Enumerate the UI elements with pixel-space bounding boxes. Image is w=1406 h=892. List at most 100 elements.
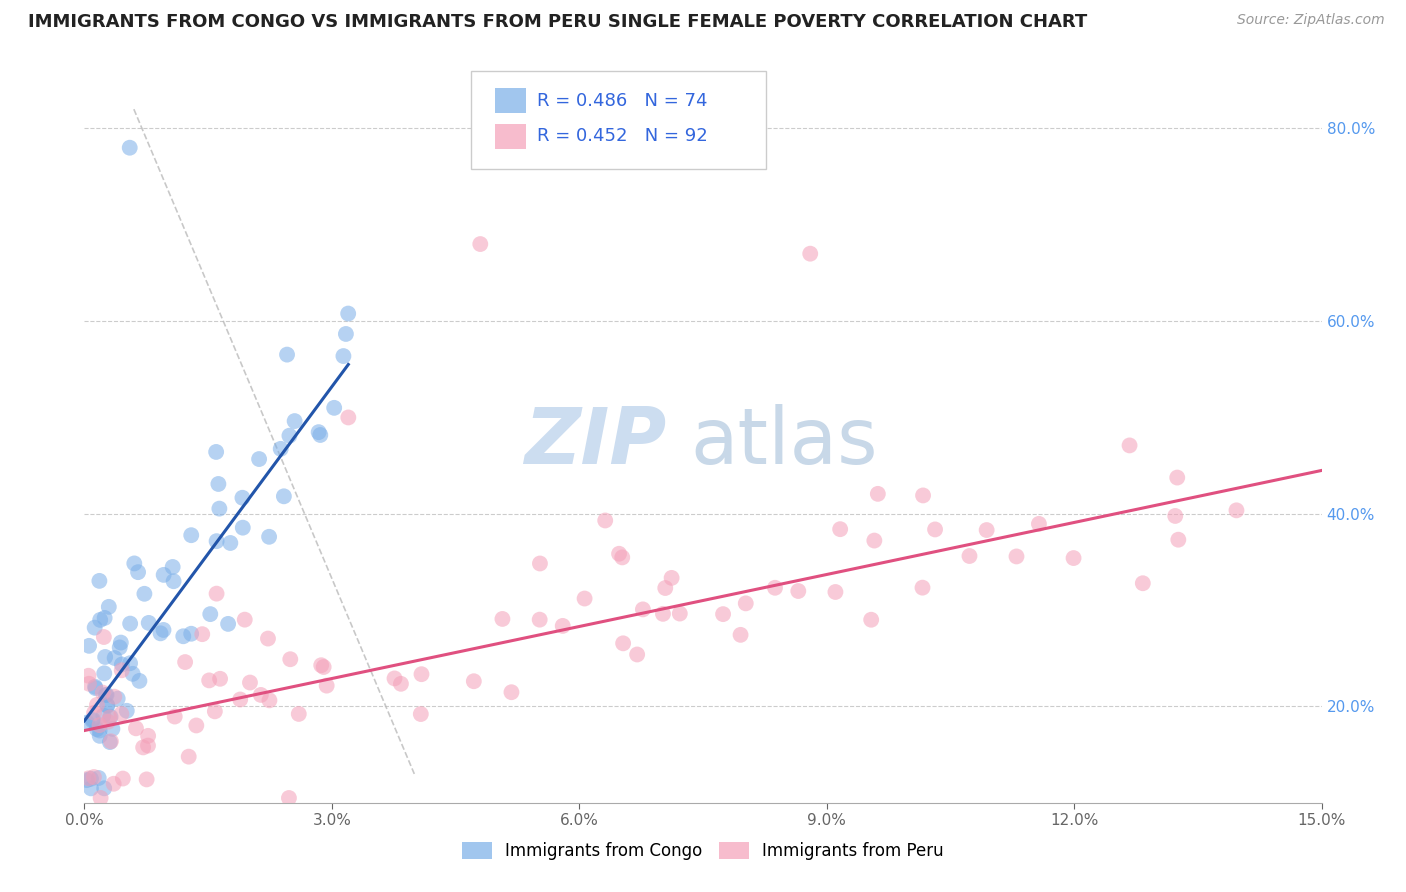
Point bbox=[115, 704, 138, 718]
Point bbox=[76, 773, 98, 788]
Text: ZIP: ZIP bbox=[523, 403, 666, 480]
Point bbox=[335, 326, 357, 341]
Point bbox=[830, 522, 852, 536]
Point bbox=[863, 533, 886, 548]
Point bbox=[232, 521, 254, 535]
Point bbox=[323, 401, 346, 415]
Point bbox=[287, 706, 309, 721]
Text: Source: ZipAtlas.com: Source: ZipAtlas.com bbox=[1237, 13, 1385, 28]
Point bbox=[77, 677, 100, 691]
Point bbox=[204, 704, 226, 718]
Point bbox=[94, 688, 117, 702]
Text: R = 0.452   N = 92: R = 0.452 N = 92 bbox=[537, 128, 707, 145]
Point bbox=[89, 723, 111, 738]
Point bbox=[136, 729, 159, 743]
Point bbox=[315, 679, 337, 693]
Point bbox=[103, 777, 125, 791]
Point bbox=[668, 607, 690, 621]
Point bbox=[312, 660, 335, 674]
Point bbox=[84, 681, 107, 696]
Point bbox=[217, 616, 239, 631]
Point bbox=[259, 693, 281, 707]
Point bbox=[652, 607, 675, 621]
Point bbox=[257, 632, 280, 646]
Point bbox=[87, 771, 110, 785]
Point bbox=[626, 648, 648, 662]
Point bbox=[976, 523, 998, 537]
Point bbox=[97, 714, 120, 729]
Point bbox=[76, 715, 98, 730]
Point bbox=[127, 565, 149, 579]
Point bbox=[470, 237, 492, 252]
Point bbox=[125, 722, 148, 736]
Point bbox=[612, 550, 634, 565]
Point bbox=[1132, 576, 1154, 591]
Point bbox=[96, 688, 118, 702]
Point bbox=[911, 581, 934, 595]
Point bbox=[278, 652, 301, 666]
Point bbox=[104, 651, 127, 665]
Point bbox=[730, 628, 752, 642]
Point bbox=[661, 571, 683, 585]
Point bbox=[233, 613, 256, 627]
Point bbox=[924, 523, 946, 537]
Point bbox=[93, 781, 115, 796]
Point bbox=[574, 591, 596, 606]
Point bbox=[180, 626, 202, 640]
Point bbox=[1167, 533, 1189, 547]
Point bbox=[77, 639, 100, 653]
Point bbox=[337, 307, 360, 321]
Point bbox=[120, 616, 142, 631]
Point bbox=[593, 513, 616, 527]
Point bbox=[100, 710, 122, 724]
Point bbox=[207, 477, 229, 491]
Point bbox=[172, 629, 194, 643]
Point bbox=[162, 574, 184, 589]
Point bbox=[93, 708, 115, 723]
Text: atlas: atlas bbox=[690, 403, 879, 480]
Point bbox=[711, 607, 734, 621]
Point bbox=[219, 536, 242, 550]
Legend: Immigrants from Congo, Immigrants from Peru: Immigrants from Congo, Immigrants from P… bbox=[456, 835, 950, 867]
Point bbox=[100, 734, 122, 748]
Point bbox=[787, 584, 810, 599]
Point bbox=[107, 691, 129, 706]
Point bbox=[86, 722, 108, 736]
Point bbox=[734, 596, 756, 610]
Point bbox=[121, 666, 143, 681]
Point bbox=[98, 710, 121, 724]
Point bbox=[186, 718, 208, 732]
Point bbox=[111, 772, 134, 786]
Point bbox=[205, 445, 228, 459]
Point bbox=[110, 635, 132, 649]
Point bbox=[763, 581, 786, 595]
Point bbox=[93, 630, 115, 644]
Point bbox=[120, 657, 142, 671]
Point bbox=[101, 722, 124, 736]
Point bbox=[529, 613, 551, 627]
Point bbox=[135, 772, 157, 787]
Point bbox=[149, 626, 172, 640]
Point bbox=[128, 673, 150, 688]
Point bbox=[138, 615, 160, 630]
Point bbox=[77, 669, 100, 683]
Point bbox=[247, 452, 270, 467]
Point bbox=[654, 581, 676, 595]
Point bbox=[200, 607, 222, 621]
Point bbox=[607, 547, 630, 561]
Point bbox=[91, 686, 114, 700]
Point bbox=[97, 599, 120, 614]
Point bbox=[1005, 549, 1028, 564]
Point bbox=[284, 414, 307, 428]
Point bbox=[93, 611, 115, 625]
Point bbox=[612, 636, 634, 650]
Point bbox=[134, 587, 156, 601]
Point bbox=[463, 674, 485, 689]
Point bbox=[177, 749, 200, 764]
Point bbox=[799, 246, 821, 260]
Point bbox=[152, 567, 174, 582]
Point bbox=[90, 791, 112, 805]
Point bbox=[132, 740, 155, 755]
Point bbox=[89, 729, 111, 743]
Point bbox=[411, 667, 433, 681]
